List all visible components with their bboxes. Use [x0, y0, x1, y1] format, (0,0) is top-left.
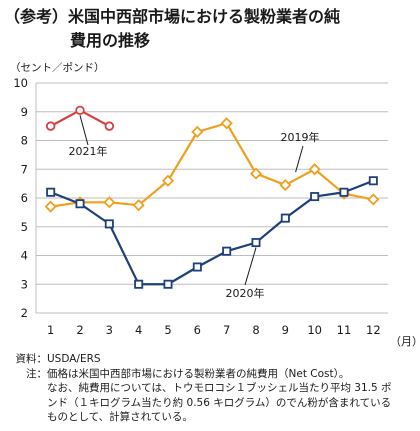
- y-tick-label: 2: [21, 306, 28, 320]
- data-point: [103, 196, 116, 209]
- title-line2: 費用の推移: [70, 31, 151, 50]
- x-tick-label: 1: [47, 323, 54, 337]
- y-tick-label: 5: [21, 220, 28, 234]
- note-line-2: なお、純費用については、トウモロコシ１ブッシェル当たり平均 31.5 ポ: [47, 382, 392, 394]
- data-point: [222, 246, 232, 256]
- note-line-4: ものとして、計算されている。: [47, 411, 193, 423]
- title-line1: 米国中西部市場における製粉業者の純: [68, 7, 341, 26]
- x-axis-unit: （月）: [390, 335, 420, 348]
- y-tick-label: 10: [13, 76, 28, 90]
- y-tick-label: 7: [21, 162, 28, 176]
- data-point: [161, 174, 175, 187]
- x-tick-label: 4: [135, 323, 142, 337]
- series-line-2: [50, 179, 374, 286]
- note-row: 注：価格は米国中西部市場における製粉業者の純費用（Net Cost）。: [4, 367, 418, 382]
- data-point: [104, 121, 115, 131]
- y-tick-label: 8: [21, 134, 28, 148]
- data-point: [163, 279, 173, 289]
- data-point: [45, 121, 56, 131]
- data-point: [310, 192, 320, 202]
- y-axis-unit: （セント／ポンド）: [10, 62, 105, 74]
- x-tick-label: 11: [337, 323, 352, 337]
- data-point: [75, 105, 85, 116]
- x-tick-label: 3: [106, 323, 113, 337]
- data-point: [308, 163, 321, 176]
- x-tick-labels: 1 2 3 4 5 6 7 8 9 10 11 12: [47, 323, 381, 337]
- x-tick-label: 6: [194, 323, 201, 337]
- note-line-1: 価格は米国中西部市場における製粉業者の純費用（Net Cost）。: [47, 367, 350, 380]
- title-prefix: （参考）: [4, 7, 69, 26]
- x-tick-label: 9: [282, 323, 289, 337]
- x-tick-label: 12: [366, 323, 381, 337]
- data-point: [251, 238, 261, 248]
- y-tick-label: 4: [21, 249, 28, 263]
- x-tick-label: 10: [307, 323, 322, 337]
- chart-title: （参考）米国中西部市場における製粉業者の純 費用の推移: [4, 5, 418, 53]
- source-row: 資料：USDA/ERS: [4, 352, 418, 367]
- data-point: [132, 199, 145, 212]
- data-point: [249, 167, 263, 180]
- source-text: USDA/ERS: [47, 353, 101, 365]
- series-label-3: 2021年: [69, 144, 108, 158]
- data-point: [75, 199, 85, 209]
- series-labels: 2019年 2020年 2021年: [69, 115, 320, 300]
- series-label-2: 2020年: [226, 286, 265, 300]
- y-tick-labels: 2 3 4 5 6 7 8 9 10: [13, 76, 28, 320]
- source-label: 資料：: [15, 353, 48, 365]
- data-point: [44, 200, 57, 213]
- y-tick-label: 6: [21, 191, 28, 205]
- data-point: [134, 279, 144, 289]
- data-point: [280, 213, 290, 223]
- series-leader-2: [244, 247, 257, 286]
- y-tick-label: 3: [21, 277, 28, 291]
- data-point: [191, 125, 204, 138]
- series-leader-1: [295, 145, 304, 173]
- data-point: [192, 262, 202, 272]
- y-tick-label: 9: [21, 105, 28, 119]
- x-tick-label: 2: [76, 323, 83, 337]
- note-line-3: ンド（１キログラム当たり約 0.56 キログラム）のでん粉が含まれている: [47, 396, 392, 409]
- x-tick-label: 5: [164, 323, 171, 337]
- data-point: [279, 178, 292, 192]
- data-point: [368, 176, 378, 186]
- data-point: [46, 187, 56, 197]
- data-point: [220, 117, 233, 130]
- x-tick-label: 7: [223, 323, 230, 337]
- data-point: [367, 193, 380, 206]
- gridlines: [35, 82, 388, 314]
- notes: 資料：USDA/ERS 注：価格は米国中西部市場における製粉業者の純費用（Net…: [4, 352, 418, 425]
- series-leader-3: [79, 115, 89, 146]
- series-group: [44, 105, 380, 289]
- series-label-1: 2019年: [281, 130, 320, 144]
- note-label: 注：: [26, 367, 47, 380]
- data-point: [339, 187, 349, 197]
- x-tick-label: 8: [252, 323, 259, 337]
- data-point: [104, 219, 114, 229]
